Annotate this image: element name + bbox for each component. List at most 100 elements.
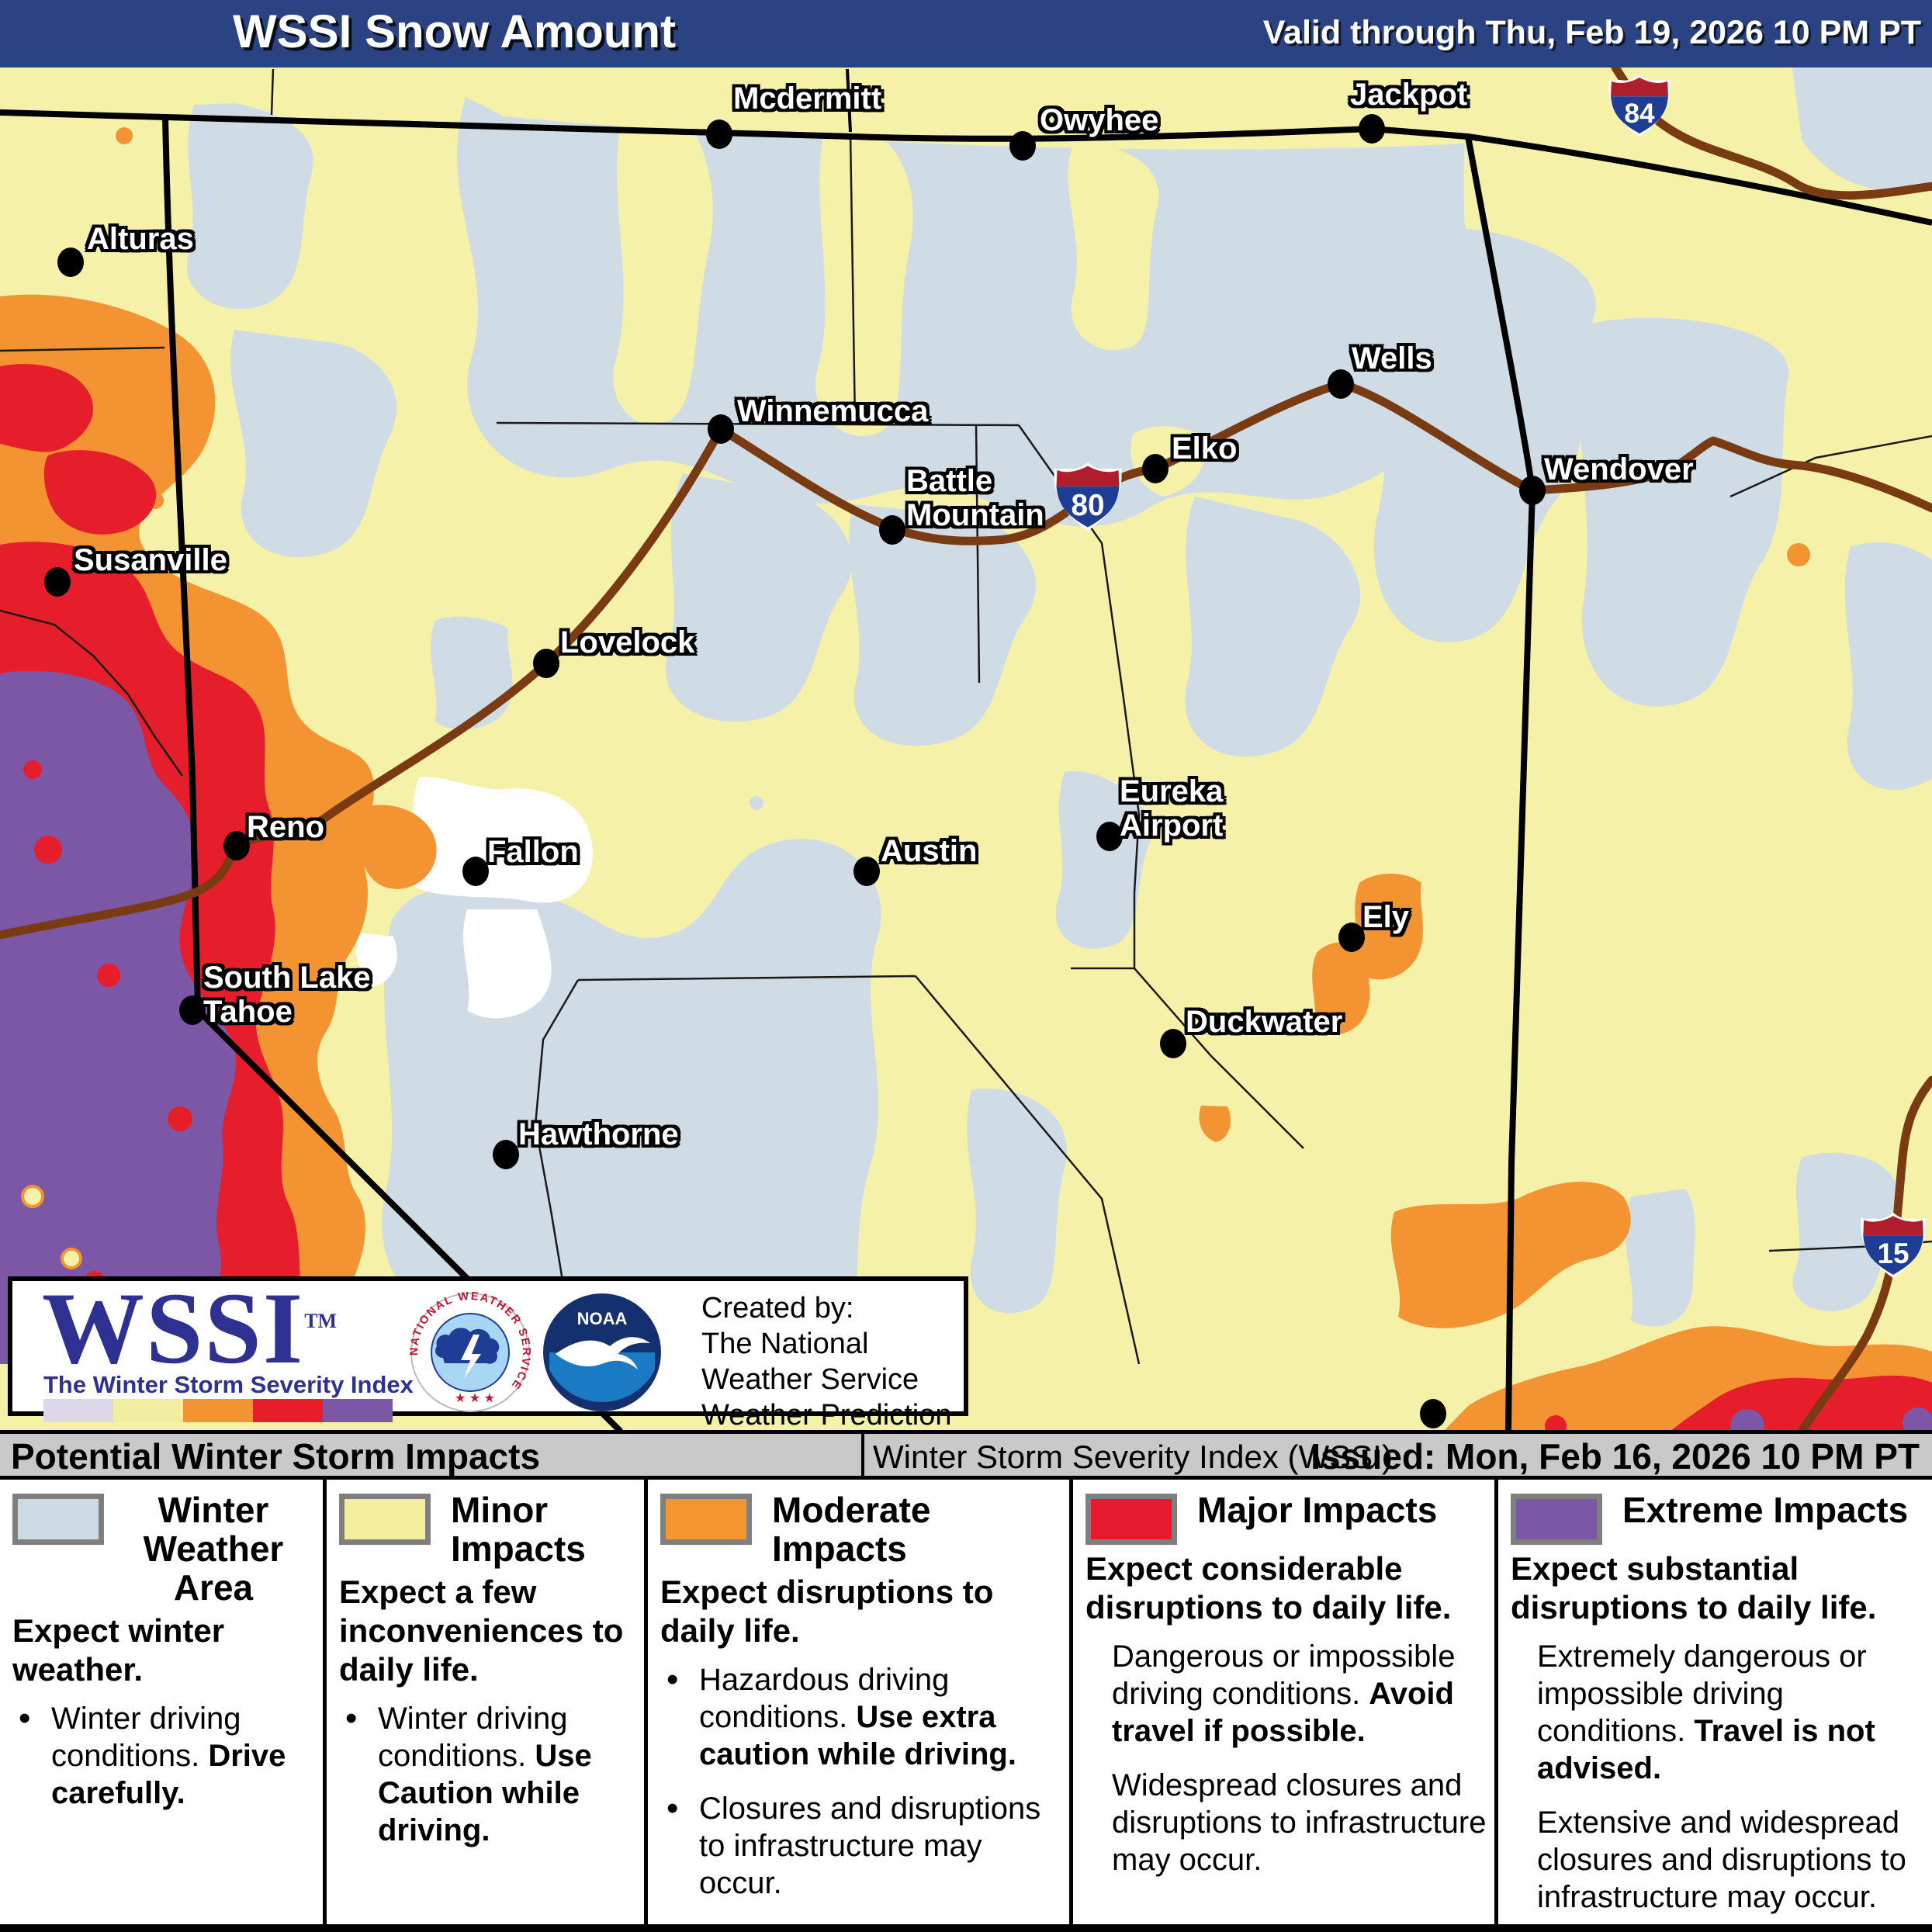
- city-label: Battle Mountain: [906, 464, 1044, 532]
- valid-through-text: Valid through Thu, Feb 19, 2026 10 PM PT: [1262, 14, 1921, 51]
- city-label: Hawthorne: [518, 1117, 679, 1151]
- city-dot: [462, 857, 489, 886]
- noaa-text: NOAA: [577, 1309, 628, 1328]
- interstate-15-shield-icon: 15: [1861, 1212, 1926, 1279]
- city-dot: [706, 119, 732, 149]
- legend-intro: Expect substantial disruptions to daily …: [1511, 1550, 1877, 1626]
- strip-minor: [113, 1399, 183, 1422]
- city-label: Lovelock: [560, 625, 695, 660]
- legend-divider: [1069, 1480, 1073, 1932]
- city-dot: [879, 515, 905, 545]
- strip-extreme: [323, 1399, 393, 1422]
- legend-intro: Expect considerable disruptions to daily…: [1085, 1550, 1452, 1626]
- legend-col-major-impacts: Major Impacts Expect considerable disrup…: [1073, 1480, 1494, 1932]
- city-label: Reno: [247, 810, 324, 844]
- city-dot: [1359, 114, 1385, 144]
- city-label: Mcdermitt: [733, 81, 882, 116]
- wssi-map: [0, 63, 1932, 1443]
- legend-item: Extremely dangerous or impossible drivin…: [1537, 1639, 1875, 1785]
- nws-logo-icon: NATIONAL WEATHER SERVICE ★ ★ ★: [410, 1292, 531, 1412]
- legend-col-moderate-impacts: Moderate Impacts Expect disruptions to d…: [648, 1480, 1069, 1932]
- city-dot: [1142, 454, 1169, 483]
- city-dot: [1420, 1399, 1446, 1428]
- interstate-84-shield-icon: 84: [1608, 74, 1671, 137]
- issued-timestamp: Issued: Mon, Feb 16, 2026 10 PM PT: [1311, 1436, 1920, 1477]
- city-label: Eureka Airport: [1120, 774, 1224, 843]
- legend-title: Minor Impacts: [451, 1490, 586, 1569]
- legend-item: Hazardous driving conditions. Use extra …: [660, 1661, 1061, 1773]
- city-label: Wendover: [1544, 452, 1694, 486]
- legend-col-extreme-impacts: Extreme Impacts Expect substantial disru…: [1498, 1480, 1932, 1932]
- legend-title: Moderate Impacts: [772, 1490, 931, 1569]
- winter-weather-swatch: [12, 1494, 104, 1545]
- footer-left-title: Potential Winter Storm Impacts: [11, 1436, 541, 1477]
- legend-item: Extensive and widespread closures and di…: [1537, 1806, 1906, 1914]
- city-label: Wells: [1352, 341, 1432, 376]
- minor-impacts-swatch: [339, 1494, 431, 1545]
- legend-intro: Expect a few inconveniences to daily lif…: [339, 1574, 624, 1688]
- legend-divider: [644, 1480, 648, 1932]
- shield-number: 80: [1072, 489, 1105, 522]
- city-dot: [1009, 131, 1036, 161]
- city-dot: [533, 649, 559, 678]
- city-dot: [44, 567, 71, 597]
- city-dot: [493, 1140, 519, 1169]
- org-line1: The National Weather Service: [701, 1328, 919, 1396]
- strip-major: [253, 1399, 323, 1422]
- legend-item: Winter driving conditions. Drive careful…: [12, 1700, 315, 1812]
- impact-legend: Winter Weather Area Expect winter weathe…: [0, 1480, 1932, 1932]
- city-label: Elko: [1172, 431, 1238, 466]
- wssi-logo-box: WSSITM The Winter Storm Severity Index N…: [8, 1271, 968, 1467]
- wssi-tagline: The Winter Storm Severity Index: [43, 1371, 414, 1398]
- legend-col-winter-weather-area: Winter Weather Area Expect winter weathe…: [0, 1480, 323, 1932]
- city-dot: [1096, 822, 1123, 851]
- city-dot: [708, 414, 734, 444]
- city-dot: [179, 995, 206, 1025]
- strip-moderate: [183, 1399, 253, 1422]
- trademark-symbol: TM: [304, 1310, 338, 1332]
- city-dot: [223, 831, 250, 860]
- legend-item: Winter driving conditions. Use Caution w…: [339, 1700, 636, 1849]
- noaa-logo-icon: NOAA: [543, 1293, 661, 1411]
- strip-winter: [43, 1399, 113, 1422]
- winter-weather-regions: [186, 68, 1932, 1360]
- legend-title: Extreme Impacts: [1622, 1490, 1909, 1530]
- city-label: Austin: [881, 834, 978, 868]
- city-dot: [853, 857, 880, 886]
- city-label: Jackpot: [1350, 78, 1468, 112]
- shield-number: 15: [1877, 1238, 1909, 1269]
- shield-number: 84: [1624, 99, 1655, 129]
- footer-divider: [861, 1434, 864, 1476]
- city-label: Fallon: [487, 835, 579, 869]
- city-label: Alturas: [87, 222, 194, 256]
- created-by-label: Created by:: [701, 1292, 854, 1324]
- header-bar: WSSI Snow Amount Valid through Thu, Feb …: [0, 0, 1932, 68]
- moderate-impacts-swatch: [660, 1494, 752, 1545]
- city-dot: [1519, 476, 1546, 505]
- legend-item: Closures and disruptions to infrastructu…: [660, 1790, 1061, 1902]
- city-label: Owyhee: [1040, 103, 1159, 137]
- city-label: Ely: [1362, 900, 1410, 934]
- extreme-impacts-swatch: [1511, 1494, 1602, 1545]
- wssi-wordmark: WSSITM: [42, 1271, 338, 1385]
- legend-item: Widespread closures and disruptions to i…: [1112, 1768, 1487, 1877]
- city-dot: [1338, 923, 1365, 952]
- city-dot: [57, 248, 84, 277]
- city-dot: [1328, 369, 1354, 399]
- city-label: Susanville: [74, 543, 227, 577]
- legend-col-minor-impacts: Minor Impacts Expect a few inconvenience…: [327, 1480, 644, 1932]
- city-dot: [1160, 1029, 1186, 1058]
- legend-divider: [1494, 1480, 1498, 1932]
- footer-center-title: Winter Storm Severity Index (WSSI): [873, 1439, 1393, 1475]
- wssi-severity-strip: [43, 1399, 393, 1422]
- map-canvas: [0, 63, 1932, 1443]
- legend-item: Dangerous or impossible driving conditio…: [1112, 1639, 1456, 1748]
- footer-title-bar: Potential Winter Storm Impacts Winter St…: [0, 1430, 1932, 1480]
- city-label: Winnemucca: [737, 394, 929, 428]
- city-label: South Lake Tahoe: [203, 961, 371, 1029]
- legend-title: Major Impacts: [1197, 1490, 1438, 1530]
- legend-divider: [323, 1480, 327, 1932]
- legend-title: Winter Weather Area: [143, 1490, 284, 1608]
- nws-stars: ★ ★ ★: [455, 1392, 495, 1405]
